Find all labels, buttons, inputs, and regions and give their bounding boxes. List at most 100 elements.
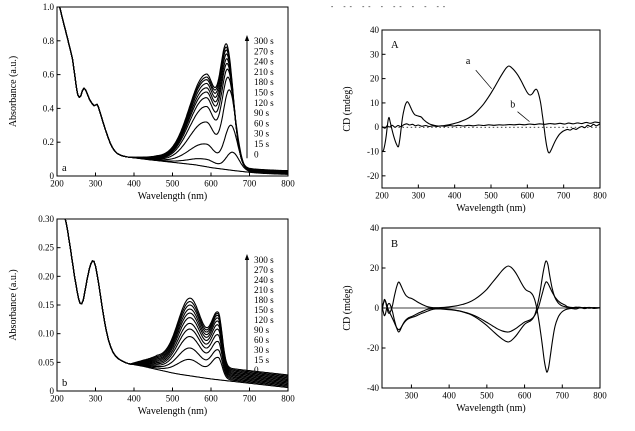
curves-group: [381, 260, 601, 373]
y-tick-label: -20: [367, 343, 379, 353]
legend-label: 240 s: [254, 57, 274, 67]
x-tick-label: 300: [405, 391, 419, 401]
x-axis-label: Wavelength (nm): [456, 403, 525, 414]
x-tick-label: 200: [50, 179, 64, 189]
x-tick-label: 300: [89, 394, 103, 404]
cd-curve-curve3-intermediate: [381, 281, 601, 333]
y-tick-label: -40: [367, 383, 379, 393]
curves-group: [381, 65, 601, 154]
y-tick-label: 0.4: [43, 103, 55, 113]
panel-b: 200 300 400 500 600 700 800 0 0.05 0.10 0.15 0.20 0.…: [8, 214, 295, 417]
legend-label: 120 s: [254, 98, 274, 108]
y-axis-label: CD (mdeg): [342, 285, 353, 330]
cd-curve-curve1-positive-broad: [381, 265, 601, 373]
legend-label: 270 s: [254, 46, 274, 56]
legend-arrow-head: [244, 35, 250, 41]
y-axis-label: Absorbance (a.u.): [8, 269, 19, 340]
y-tick-label: 0.2: [43, 137, 54, 147]
cd-curve-curve2-negative-broad: [381, 260, 601, 343]
x-tick-label: 400: [127, 394, 141, 404]
plot-frame: [381, 29, 601, 189]
x-tick-label: 500: [166, 179, 180, 189]
y-tick-label: -10: [367, 147, 379, 157]
y-tick-label: 0.15: [38, 300, 54, 310]
x-tick-label: 300: [89, 179, 103, 189]
y-tick-label: 0.8: [43, 36, 55, 46]
legend-label: 90 s: [254, 325, 269, 335]
legend-label: 240 s: [254, 275, 274, 285]
panel-A: 200 300 400 500 600 700 800 -20 -10 0 10 20 30 40 Wave…: [342, 25, 607, 214]
x-tick-label: 600: [204, 394, 218, 404]
legend-label: 210 s: [254, 285, 274, 295]
legend-label: 180 s: [254, 77, 274, 87]
y-tick-label: 0: [375, 122, 380, 132]
x-tick-label: 300: [412, 191, 426, 201]
panel-letter: B: [391, 239, 398, 250]
panel-letter: a: [62, 163, 67, 174]
legend-label: 300 s: [254, 255, 274, 265]
legend-arrow-head: [244, 254, 250, 260]
legend-label: 60 s: [254, 335, 269, 345]
x-tick-label: 200: [50, 394, 64, 404]
legend-label: 30 s: [254, 345, 269, 355]
y-axis-label: CD (mdeg): [342, 86, 353, 131]
legend-label: 15 s: [254, 139, 269, 149]
curves-group: [58, 6, 289, 175]
x-axis-label: Wavelength (nm): [138, 191, 207, 202]
series-label-a: a: [466, 56, 471, 67]
spectrum-curve-300s: [58, 6, 288, 172]
x-tick-label: 800: [281, 394, 295, 404]
spectrum-curve-300s: [64, 218, 288, 376]
y-tick-label: 0.20: [38, 271, 54, 281]
x-tick-label: 800: [281, 179, 295, 189]
legend-label: 210 s: [254, 67, 274, 77]
y-tick-label: 0: [50, 171, 55, 181]
legend-label: 30 s: [254, 129, 269, 139]
panel-letter: A: [391, 40, 399, 51]
legend-label: 150 s: [254, 88, 274, 98]
y-tick-label: 20: [370, 263, 380, 273]
x-axis-label: Wavelength (nm): [456, 203, 525, 214]
series-leader-line: [475, 69, 492, 90]
x-tick-label: 700: [556, 391, 570, 401]
y-tick-label: 20: [370, 74, 380, 84]
cd-curve-a: [381, 65, 601, 154]
y-tick-label: 30: [370, 49, 380, 59]
y-tick-label: 0.6: [43, 70, 55, 80]
legend-label: 0: [254, 365, 259, 375]
panel-a: 200 300 400 500 600 700 800 0 0.2 0.4 0.6 0.8 1.0 Wav…: [8, 2, 295, 202]
panel-B: 300 400 500 600 700 800 -40 -20 0 20 40 Wavelength …: [342, 223, 607, 414]
x-tick-label: 800: [593, 391, 607, 401]
y-tick-label: -20: [367, 171, 379, 181]
y-tick-label: 1.0: [43, 2, 55, 12]
series-leader-line: [517, 111, 530, 122]
y-tick-label: 40: [370, 25, 380, 35]
legend-label: 270 s: [254, 265, 274, 275]
x-tick-label: 600: [204, 179, 218, 189]
x-tick-label: 400: [127, 179, 141, 189]
series-label-b: b: [510, 99, 515, 110]
x-tick-label: 500: [480, 391, 494, 401]
legend-label: 0: [254, 149, 259, 159]
y-axis-label: Absorbance (a.u.): [8, 56, 19, 127]
curves-group: [64, 218, 289, 389]
x-tick-label: 700: [557, 191, 571, 201]
legend-label: 150 s: [254, 305, 274, 315]
x-tick-label: 600: [521, 191, 535, 201]
y-tick-label: 40: [370, 223, 380, 233]
x-tick-label: 700: [243, 394, 257, 404]
y-tick-label: 0.30: [38, 214, 54, 224]
legend-label: 120 s: [254, 315, 274, 325]
y-tick-label: 0.05: [38, 357, 54, 367]
y-tick-label: 10: [370, 98, 380, 108]
x-tick-label: 800: [593, 191, 607, 201]
x-tick-label: 400: [442, 391, 456, 401]
panel-letter: b: [62, 378, 67, 389]
x-tick-label: 400: [448, 191, 462, 201]
x-tick-label: 200: [375, 191, 389, 201]
y-tick-label: 0.25: [38, 243, 54, 253]
legend-label: 90 s: [254, 108, 269, 118]
legend-label: 180 s: [254, 295, 274, 305]
